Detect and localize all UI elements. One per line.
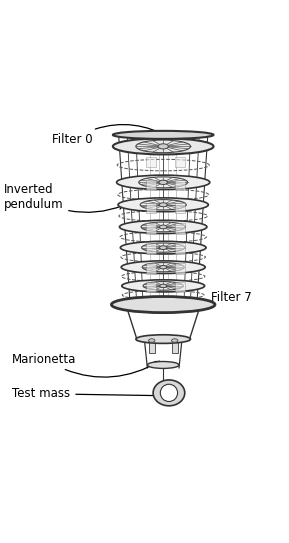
- Ellipse shape: [159, 203, 167, 207]
- Text: Test mass: Test mass: [12, 387, 162, 400]
- Ellipse shape: [116, 175, 210, 190]
- Bar: [175, 203, 185, 213]
- Ellipse shape: [153, 380, 185, 406]
- Ellipse shape: [160, 266, 167, 269]
- Ellipse shape: [159, 180, 168, 185]
- Ellipse shape: [119, 220, 207, 233]
- Ellipse shape: [158, 144, 168, 149]
- Bar: [175, 282, 185, 293]
- Bar: [146, 223, 156, 233]
- Ellipse shape: [160, 284, 167, 288]
- Ellipse shape: [160, 246, 167, 249]
- Bar: [175, 223, 185, 233]
- Text: Filter 7: Filter 7: [193, 291, 251, 308]
- Ellipse shape: [121, 261, 205, 274]
- Bar: [175, 243, 185, 254]
- Ellipse shape: [113, 131, 214, 139]
- Ellipse shape: [160, 225, 167, 229]
- Ellipse shape: [118, 198, 208, 212]
- Bar: [146, 180, 156, 191]
- Bar: [149, 340, 155, 353]
- Text: Inverted
pendulum: Inverted pendulum: [3, 183, 123, 212]
- Text: Marionetta: Marionetta: [12, 353, 160, 377]
- Bar: [175, 180, 185, 191]
- Bar: [146, 203, 156, 213]
- Bar: [175, 263, 185, 274]
- Bar: [146, 157, 156, 167]
- Bar: [172, 340, 178, 353]
- Ellipse shape: [122, 280, 205, 292]
- Ellipse shape: [147, 362, 179, 368]
- Bar: [175, 157, 185, 167]
- Bar: [146, 243, 156, 254]
- Ellipse shape: [172, 339, 178, 342]
- Ellipse shape: [112, 296, 215, 313]
- Ellipse shape: [136, 335, 190, 343]
- Ellipse shape: [149, 339, 155, 342]
- Ellipse shape: [120, 241, 206, 254]
- Ellipse shape: [113, 138, 214, 154]
- Bar: [146, 282, 156, 293]
- Text: Filter 0: Filter 0: [53, 124, 171, 146]
- Ellipse shape: [160, 384, 177, 401]
- Bar: [146, 263, 156, 274]
